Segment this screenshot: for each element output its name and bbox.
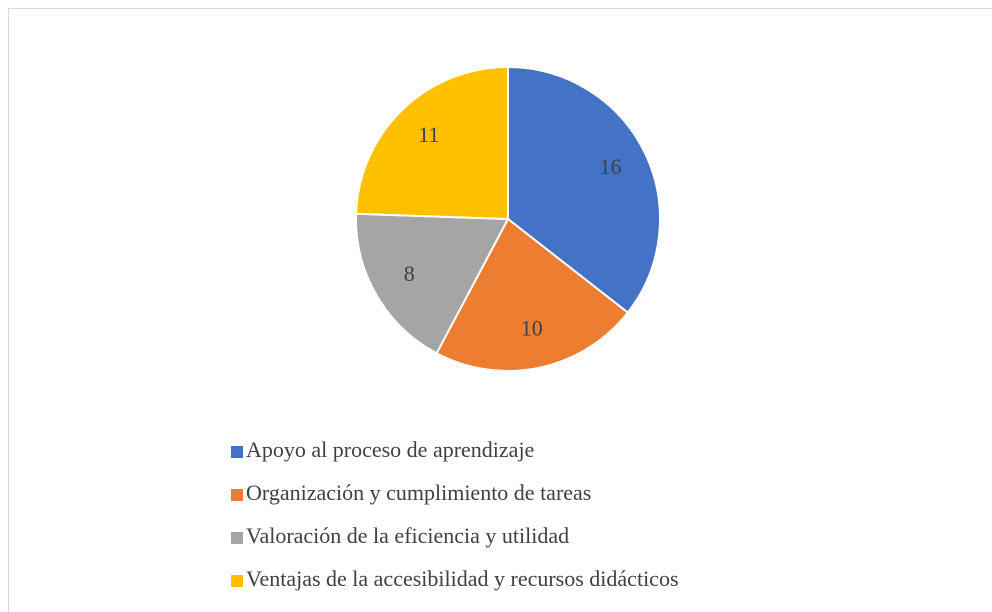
pie-slice	[355, 65, 509, 221]
data-label: 16	[599, 154, 621, 179]
legend-swatch	[231, 489, 243, 501]
pie-slice	[507, 65, 661, 314]
data-label: 10	[521, 316, 543, 341]
legend-swatch	[231, 446, 243, 458]
data-label: 8	[404, 261, 415, 286]
legend-item: Valoración de la eficiencia y utilidad	[246, 523, 569, 548]
legend-item: Apoyo al proceso de aprendizaje	[246, 437, 534, 462]
pie-slice	[435, 217, 630, 372]
pie-slice	[355, 212, 510, 355]
legend-item: Ventajas de la accesibilidad y recursos …	[246, 566, 679, 591]
legend-item: Organización y cumplimiento de tareas	[246, 480, 591, 505]
data-label: 11	[418, 122, 439, 147]
legend-swatch	[231, 532, 243, 544]
legend-swatch	[231, 575, 243, 587]
